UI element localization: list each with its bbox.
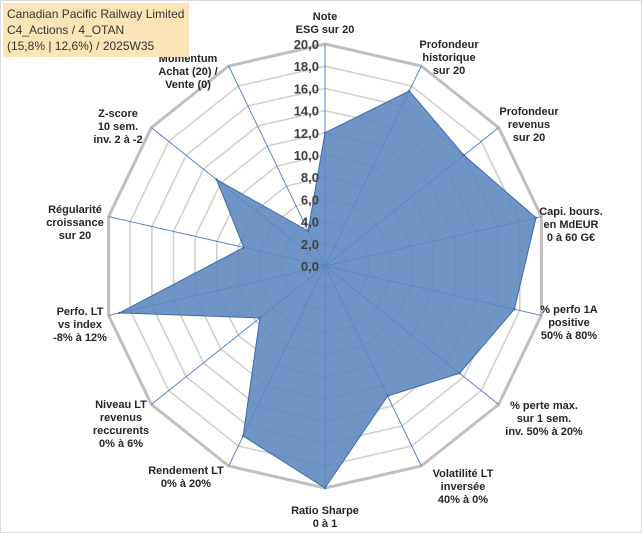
data-point (323, 131, 327, 134)
chart-title-box: Canadian Pacific Railway Limited C4_Acti… (3, 3, 190, 57)
axis-label: Profondeur revenus sur 20 (499, 106, 559, 144)
axis-label: Ratio Sharpe 0 à 1 (291, 505, 359, 530)
data-point (258, 316, 262, 320)
tick-label: 18,0 (294, 59, 319, 74)
tick-label: 6,0 (301, 192, 319, 207)
axis-label-line: 40% à 0% (438, 494, 488, 506)
axis-label-line: Profondeur (419, 39, 479, 51)
axis-label-line: Volatilité LT (433, 468, 494, 480)
axis-label-line: Niveau LT (95, 399, 147, 411)
axis-label: Note ESG sur 20 (296, 11, 355, 36)
axis-label-line: revenus (100, 412, 142, 424)
tick-label: 16,0 (294, 81, 319, 96)
tick-label: 2,0 (301, 237, 319, 252)
data-point (386, 394, 389, 398)
axis-label: Z-score 10 sem. inv. 2 à -2 (93, 108, 142, 146)
title-line-1: Canadian Pacific Railway Limited (7, 7, 185, 21)
axis-label-line: Vente (0) (165, 79, 211, 91)
data-point (534, 216, 538, 219)
axis-label: % perte max. sur 1 sem. inv. 50% à 20% (505, 400, 583, 438)
axis-label-line: inv. 50% à 20% (505, 426, 583, 438)
axis-label: Perfo. LT vs index -8% à 12% (53, 306, 107, 344)
axis-label-line: Ratio Sharpe (291, 505, 359, 517)
axis-label-line: Profondeur (499, 106, 559, 118)
axis-label: Régularité croissance sur 20 (46, 204, 103, 242)
axis-label-line: 0 à 60 G€ (547, 232, 595, 244)
axis-label-line: 0% à 20% (161, 478, 211, 490)
axis-label: Profondeur historique sur 20 (419, 39, 479, 77)
data-point (306, 229, 310, 233)
axis-label: Niveau LT revenus reccurents 0% à 6% (93, 399, 149, 450)
title-line-2: C4_Actions / 4_OTAN (7, 23, 125, 37)
tick-label: 10,0 (294, 148, 319, 163)
axis-label: Momentum Achat (20) / Vente (0) (158, 53, 217, 91)
axis-label-line: croissance (46, 217, 103, 229)
radar-tick-labels: 0,0 2,0 4,0 6,0 8,0 10,0 12,0 14,0 16,0 18,0 20,0 (294, 37, 319, 274)
axis-label-line: vs index (58, 319, 103, 331)
axis-label-line: Capi. bours. (539, 206, 603, 218)
data-point (408, 89, 411, 93)
axis-label-line: Perfo. LT (57, 306, 104, 318)
axis-label-line: positive (548, 317, 590, 329)
axis-label-line: sur 20 (433, 65, 465, 77)
axis-label-line: Achat (20) / (158, 66, 217, 78)
axis-label-line: en MdEUR (544, 219, 599, 231)
axis-label-line: 0% à 6% (99, 438, 143, 450)
axis-label-line: ESG sur 20 (296, 24, 355, 36)
axis-label-line: inversée (441, 481, 486, 493)
axis-label: % perfo 1A positive 50% à 80% (540, 304, 598, 342)
tick-label: 20,0 (294, 37, 319, 52)
axis-label-line: Régularité (48, 204, 102, 216)
radar-series (117, 89, 538, 490)
axis-label-line: sur 1 sem. (517, 413, 571, 425)
tick-label: 12,0 (294, 126, 319, 141)
axis-label-line: sur 20 (59, 230, 91, 242)
axis-label-line: reccurents (93, 425, 149, 437)
axis-label-line: % perte max. (510, 400, 578, 412)
axis-label: Rendement LT 0% à 20% (148, 465, 224, 490)
title-line-3: (15,8% | 12,6%) / 2025W35 (7, 39, 155, 53)
axis-label-line: 0 à 1 (313, 518, 337, 530)
axis-label-line: % perfo 1A (540, 304, 598, 316)
tick-label: 8,0 (301, 170, 319, 185)
axis-label-line: historique (422, 52, 475, 64)
axis-label-line: Z-score (98, 108, 138, 120)
data-point (462, 154, 466, 157)
tick-label: 4,0 (301, 215, 319, 230)
axis-label-line: Note (313, 11, 337, 23)
data-point (215, 178, 218, 181)
axis-label-line: 50% à 80% (541, 330, 597, 342)
data-point (242, 246, 245, 249)
axis-label-line: -8% à 12% (53, 332, 107, 344)
axis-label-line: inv. 2 à -2 (93, 134, 142, 146)
data-point (241, 434, 245, 438)
axis-label-line: sur 20 (513, 132, 545, 144)
data-point (118, 311, 121, 315)
axis-label-line: revenus (508, 119, 550, 131)
axis-label: Volatilité LT inversée 40% à 0% (433, 468, 494, 506)
data-point (513, 308, 516, 311)
axis-label: Capi. bours. en MdEUR 0 à 60 G€ (539, 206, 603, 244)
axis-label-line: Rendement LT (148, 465, 224, 477)
tick-label: 14,0 (294, 104, 319, 119)
data-point (458, 372, 461, 375)
tick-label: 0,0 (301, 259, 319, 274)
data-point (323, 486, 327, 490)
axis-label-line: 10 sem. (98, 121, 138, 133)
